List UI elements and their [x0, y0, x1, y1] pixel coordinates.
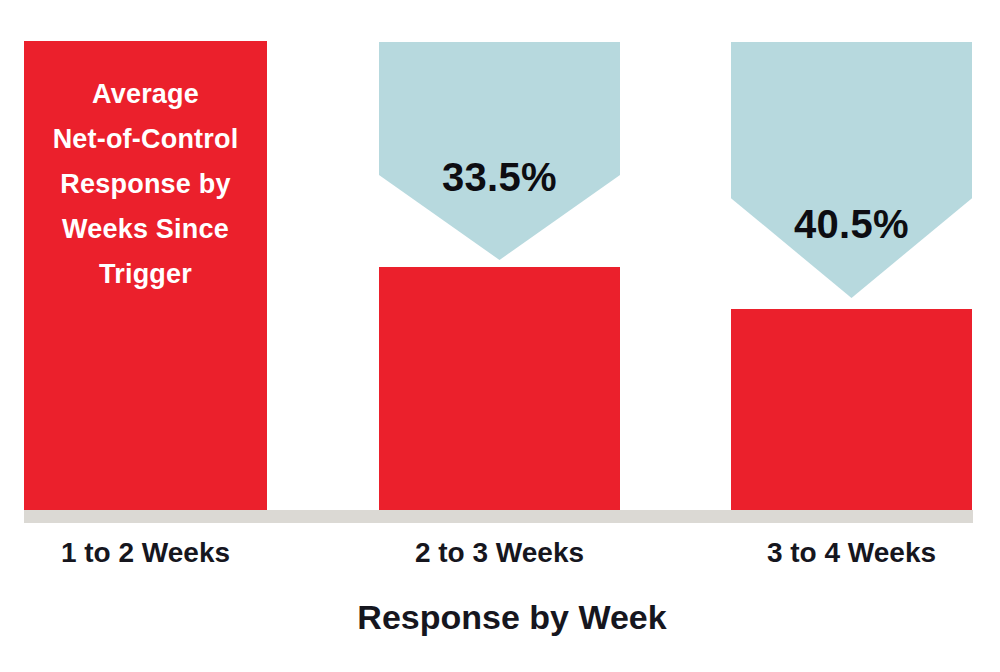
- category-label-2-to-3-weeks: 2 to 3 Weeks: [379, 537, 620, 569]
- decline-arrow-2-to-3-weeks: 33.5%: [379, 42, 620, 260]
- decline-arrow-3-to-4-weeks: 40.5%: [731, 42, 972, 298]
- bar-1-to-2-weeks: Average Net-of-Control Response by Weeks…: [24, 41, 267, 510]
- category-label-1-to-2-weeks: 1 to 2 Weeks: [24, 537, 267, 569]
- category-label-3-to-4-weeks: 3 to 4 Weeks: [731, 537, 972, 569]
- bar-chart: Average Net-of-Control Response by Weeks…: [0, 0, 1000, 672]
- down-arrow-icon: [379, 42, 620, 260]
- chart-title: Average Net-of-Control Response by Weeks…: [24, 41, 267, 297]
- bar-2-to-3-weeks: [379, 267, 620, 510]
- x-axis-title: Response by Week: [24, 598, 1000, 637]
- down-arrow-icon: [731, 42, 972, 298]
- decline-value-2-to-3-weeks: 33.5%: [379, 154, 620, 200]
- decline-value-3-to-4-weeks: 40.5%: [731, 201, 972, 247]
- x-axis-baseline: [24, 510, 973, 523]
- bar-3-to-4-weeks: [731, 309, 972, 510]
